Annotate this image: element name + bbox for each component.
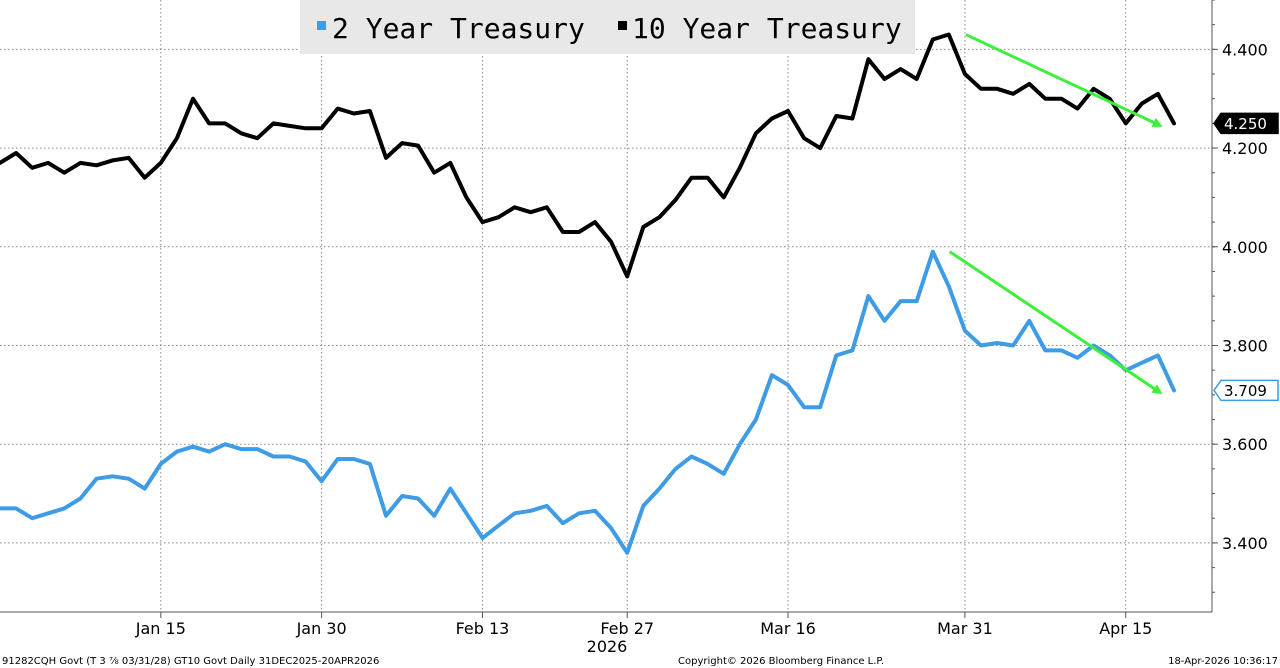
y-tick-label: 3.600: [1222, 435, 1268, 454]
x-axis-year-label: 2026: [587, 637, 628, 656]
legend-background: [300, 0, 915, 54]
legend: 2 Year Treasury 10 Year Treasury: [300, 0, 915, 54]
x-tick-label: Apr 15: [1099, 619, 1152, 638]
last-value-badges: 4.250 3.709: [1213, 112, 1279, 402]
x-tick-label: Mar 31: [937, 619, 993, 638]
footer-timestamp: 18-Apr-2026 10:36:17: [1168, 656, 1278, 667]
y-tick-label: 4.400: [1222, 40, 1268, 59]
footer-security-info: 91282CQH Govt (T 3 ⅞ 03/31/28) GT10 Govt…: [2, 656, 379, 667]
legend-label-2y: 2 Year Treasury: [332, 12, 585, 45]
trend-arrow-2y: [948, 250, 1163, 395]
x-tick-label: Jan 15: [135, 619, 186, 638]
last-value-badge-2y: [1213, 379, 1279, 402]
legend-swatch-2y: [317, 21, 326, 30]
y-tick-label: 3.800: [1222, 336, 1268, 355]
y-axis-ticks: 4.400 4.200 4.000 3.800 3.600 3.400: [1212, 0, 1268, 593]
series-line-2y: [0, 249, 1176, 555]
legend-label-10y: 10 Year Treasury: [632, 12, 902, 45]
y-tick-label: 4.200: [1222, 139, 1268, 158]
x-tick-label: Jan 30: [296, 619, 347, 638]
last-value-label-10y: 4.250: [1224, 115, 1267, 133]
y-tick-label: 3.400: [1222, 534, 1268, 553]
trend-arrows: [948, 33, 1163, 395]
last-value-badge-10y: [1213, 112, 1279, 135]
last-value-label-2y: 3.709: [1224, 382, 1267, 400]
x-axis-ticks: Jan 15 Jan 30 Feb 13 Feb 27 Mar 16 Mar 31 Apr …: [135, 612, 1152, 638]
legend-swatch-10y: [618, 21, 627, 30]
x-tick-label: Feb 13: [456, 619, 510, 638]
series-layer: [0, 32, 1176, 555]
trend-arrow-10y: [965, 33, 1163, 127]
footer-copyright: Copyright© 2026 Bloomberg Finance L.P.: [678, 656, 884, 667]
series-line-10y: [0, 32, 1176, 279]
y-tick-label: 4.000: [1222, 238, 1268, 257]
x-tick-label: Mar 16: [760, 619, 816, 638]
x-tick-label: Feb 27: [600, 619, 654, 638]
